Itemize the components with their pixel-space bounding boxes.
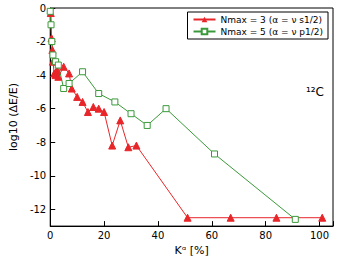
svg-text:¹²C: ¹²C xyxy=(306,85,324,99)
svg-text:20: 20 xyxy=(98,230,111,241)
svg-text:-6: -6 xyxy=(36,103,46,114)
svg-text:Kᵅ [%]: Kᵅ [%] xyxy=(175,244,209,257)
svg-text:100: 100 xyxy=(310,230,329,241)
svg-text:60: 60 xyxy=(205,230,218,241)
svg-text:80: 80 xyxy=(259,230,272,241)
svg-text:-4: -4 xyxy=(36,70,46,81)
svg-text:-8: -8 xyxy=(36,137,46,148)
svg-text:-2: -2 xyxy=(36,36,46,47)
svg-text:40: 40 xyxy=(152,230,165,241)
svg-text:-12: -12 xyxy=(30,204,46,215)
svg-text:0: 0 xyxy=(47,230,53,241)
svg-text:Nmax = 5 (α = ν p1/2): Nmax = 5 (α = ν p1/2) xyxy=(221,27,323,37)
svg-text:-10: -10 xyxy=(30,170,46,181)
svg-text:Nmax = 3 (α = ν s1/2): Nmax = 3 (α = ν s1/2) xyxy=(221,15,322,25)
svg-text:0: 0 xyxy=(40,3,46,14)
svg-text:log10 (ΔE/E): log10 (ΔE/E) xyxy=(7,83,20,151)
